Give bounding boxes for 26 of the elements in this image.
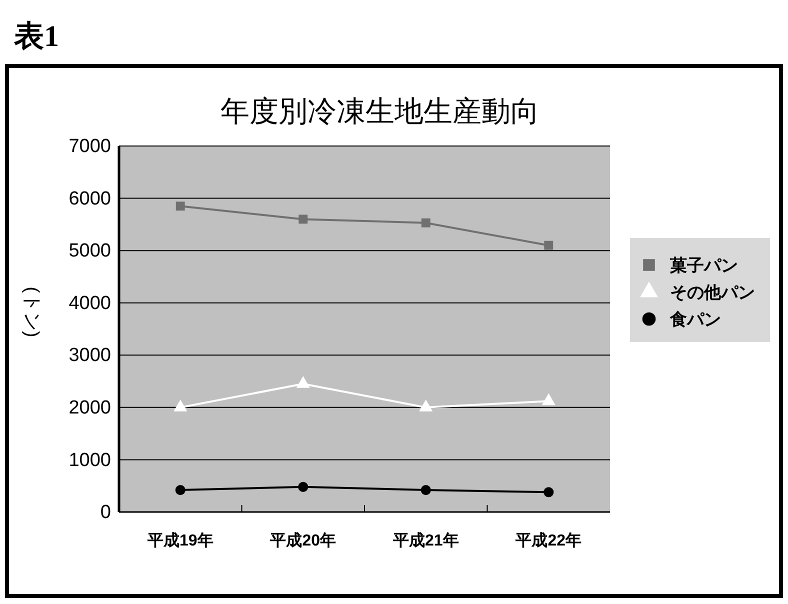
point (298, 214, 308, 224)
point (298, 482, 308, 492)
y-tick-label: 0 (100, 502, 111, 524)
y-tick-label: 1000 (68, 450, 111, 471)
y-axis-title: (トン) (21, 286, 42, 338)
y-tick-label: 6000 (68, 188, 111, 210)
point (544, 487, 554, 498)
x-tick-label: 平成21年 (392, 531, 459, 550)
legend-label: 菓子パン (669, 256, 738, 275)
point (420, 485, 431, 496)
chart-title: 年度別冷凍生地生産動向 (220, 96, 540, 128)
y-tick-label: 3000 (68, 345, 111, 366)
legend-label: 食パン (669, 310, 721, 329)
point (544, 240, 554, 250)
y-tick-label: 5000 (68, 240, 111, 262)
y-tick-label: 4000 (68, 292, 111, 314)
y-tick-label: 2000 (68, 398, 111, 419)
point (175, 485, 186, 496)
point (176, 202, 185, 211)
x-tick-label: 平成20年 (269, 531, 336, 550)
y-tick-label: 7000 (68, 136, 111, 158)
x-tick-label: 平成22年 (514, 531, 582, 550)
text: 表1 (13, 20, 59, 53)
legend-label: その他パン (670, 283, 755, 302)
point (421, 218, 430, 228)
x-tick-label: 平成19年 (146, 531, 214, 550)
